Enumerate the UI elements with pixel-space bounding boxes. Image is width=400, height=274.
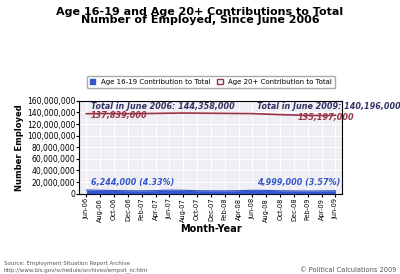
X-axis label: Month-Year: Month-Year bbox=[180, 224, 242, 234]
Legend: Age 16-19 Contribution to Total, Age 20+ Contribution to Total: Age 16-19 Contribution to Total, Age 20+… bbox=[87, 76, 335, 88]
Text: © Political Calculations 2009: © Political Calculations 2009 bbox=[300, 267, 396, 273]
Text: 6,244,000 (4.33%): 6,244,000 (4.33%) bbox=[90, 178, 174, 187]
Text: Age 16-19 and Age 20+ Contributions to Total: Age 16-19 and Age 20+ Contributions to T… bbox=[56, 7, 344, 17]
Text: 135,197,000: 135,197,000 bbox=[298, 113, 355, 122]
Text: Total in June 2006: 144,358,000: Total in June 2006: 144,358,000 bbox=[90, 102, 234, 111]
Text: 137,839,000: 137,839,000 bbox=[90, 111, 147, 119]
Y-axis label: Number Employed: Number Employed bbox=[15, 104, 24, 191]
Text: 4,999,000 (3.57%): 4,999,000 (3.57%) bbox=[256, 178, 340, 187]
Text: Total in June 2009: 140,196,000: Total in June 2009: 140,196,000 bbox=[256, 102, 400, 111]
Text: Source: Employment Situation Report Archive
http://www.bls.gov/schedule/archives: Source: Employment Situation Report Arch… bbox=[4, 261, 148, 273]
Text: Number of Employed, Since June 2006: Number of Employed, Since June 2006 bbox=[81, 15, 319, 25]
